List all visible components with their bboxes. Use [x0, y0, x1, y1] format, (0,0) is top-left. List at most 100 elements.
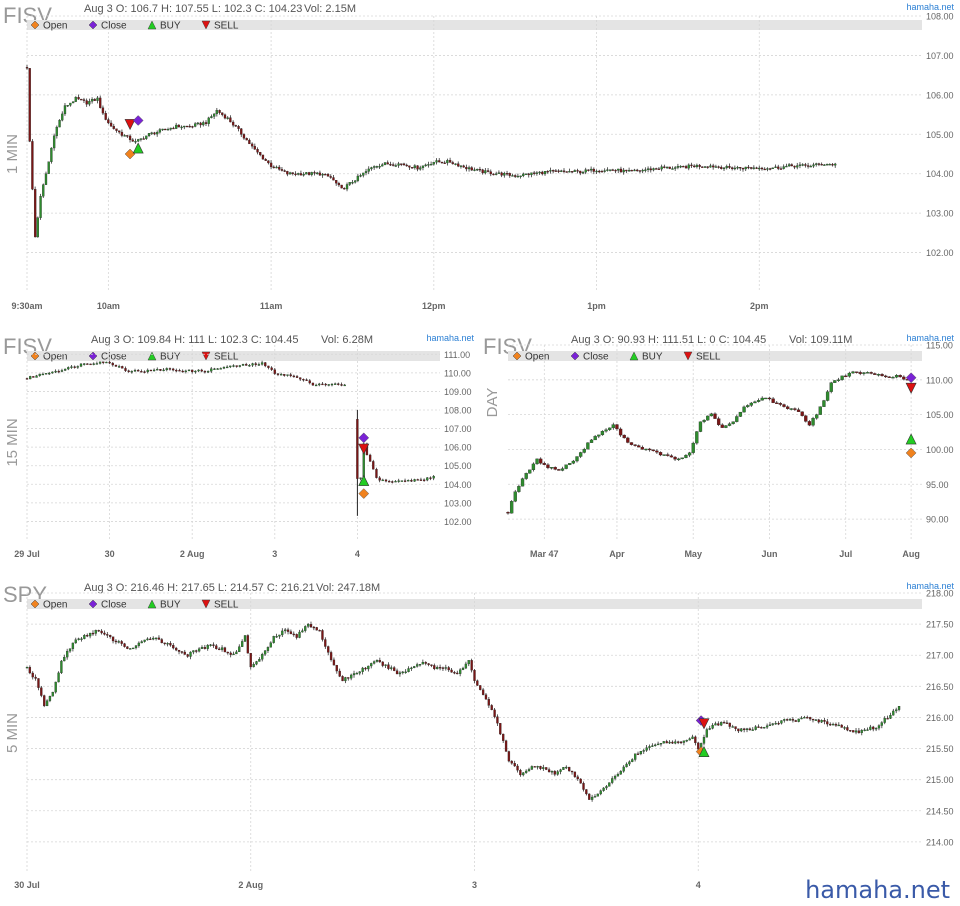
- candle: [787, 164, 791, 167]
- brand-link[interactable]: hamaha.net: [906, 333, 954, 343]
- candle: [165, 368, 168, 371]
- brand-link[interactable]: hamaha.net: [426, 333, 474, 343]
- candle: [470, 167, 473, 171]
- candle: [25, 67, 29, 69]
- candle: [763, 168, 766, 171]
- candle: [728, 722, 731, 727]
- y-tick-label: 110.00: [926, 375, 953, 385]
- candle: [648, 746, 651, 748]
- candle: [238, 365, 242, 367]
- candle: [880, 722, 883, 726]
- candle: [804, 415, 808, 422]
- candle: [252, 663, 255, 668]
- candle: [149, 638, 152, 641]
- candle: [522, 173, 525, 177]
- footer-brand[interactable]: hamaha.net: [805, 876, 950, 904]
- candle: [673, 456, 677, 460]
- y-tick-label: 104.00: [444, 480, 472, 490]
- candle: [780, 720, 783, 724]
- candle: [264, 159, 267, 161]
- candle: [644, 448, 648, 451]
- candle: [235, 365, 238, 367]
- candle: [402, 163, 406, 166]
- candle: [51, 691, 54, 697]
- x-tick-label: 9:30am: [11, 301, 42, 311]
- volume-info: Vol: 247.18M: [316, 582, 380, 594]
- candle: [504, 740, 508, 752]
- candle: [619, 168, 623, 173]
- brand-link[interactable]: hamaha.net: [906, 581, 954, 591]
- candle: [433, 665, 436, 670]
- candle: [82, 99, 86, 101]
- candle: [626, 437, 630, 443]
- candle: [275, 636, 278, 638]
- candle: [86, 363, 89, 365]
- candle: [775, 402, 779, 404]
- candle: [493, 709, 496, 717]
- candle: [638, 170, 642, 172]
- candle: [361, 667, 364, 672]
- candle: [375, 660, 379, 662]
- legend-bar: [27, 20, 922, 30]
- y-tick-label: 109.00: [444, 387, 472, 397]
- candle: [231, 121, 235, 126]
- candle: [600, 171, 604, 173]
- candle: [500, 172, 503, 176]
- candle: [517, 486, 521, 492]
- candle: [764, 397, 768, 400]
- candle: [651, 745, 654, 747]
- candle: [55, 126, 58, 137]
- candle: [226, 651, 229, 654]
- candle: [169, 643, 172, 646]
- candle: [358, 671, 361, 674]
- x-tick-label: 4: [355, 549, 360, 559]
- candle: [391, 164, 395, 166]
- brand-link[interactable]: hamaha.net: [906, 2, 954, 12]
- candle: [158, 129, 162, 133]
- candle: [768, 724, 772, 726]
- candle: [278, 166, 281, 170]
- candle: [619, 771, 622, 775]
- candle: [887, 376, 891, 378]
- candle: [77, 638, 80, 640]
- candle: [286, 629, 290, 632]
- candle: [100, 630, 103, 634]
- candle: [273, 369, 276, 374]
- candle: [350, 674, 353, 679]
- candle: [245, 138, 248, 141]
- candle: [665, 166, 669, 169]
- candle: [139, 138, 143, 140]
- candle: [57, 370, 60, 373]
- candle: [538, 171, 541, 174]
- candle: [99, 97, 102, 108]
- candle: [798, 164, 802, 166]
- y-tick-label: 110.00: [444, 368, 471, 378]
- candle: [605, 786, 608, 789]
- candle: [604, 429, 608, 432]
- candle: [92, 363, 95, 365]
- candle: [464, 663, 468, 669]
- candle: [701, 166, 704, 168]
- candle: [528, 469, 532, 474]
- candle: [751, 729, 754, 731]
- candle: [747, 166, 750, 169]
- candle: [270, 367, 273, 370]
- candle: [289, 631, 293, 635]
- trade-marker-buy: [132, 142, 144, 154]
- candle: [513, 491, 517, 502]
- candle: [63, 368, 67, 371]
- candle: [461, 667, 465, 670]
- candle: [89, 363, 92, 366]
- candle: [154, 637, 158, 640]
- candle: [687, 164, 690, 169]
- candle: [34, 676, 37, 679]
- candle: [149, 369, 153, 372]
- candle: [210, 368, 213, 372]
- candle: [568, 463, 572, 465]
- trade-marker-sell: [124, 119, 136, 131]
- candle: [786, 719, 789, 721]
- candle: [212, 644, 215, 646]
- candle: [444, 667, 447, 669]
- candle: [865, 372, 870, 374]
- candle: [481, 169, 484, 174]
